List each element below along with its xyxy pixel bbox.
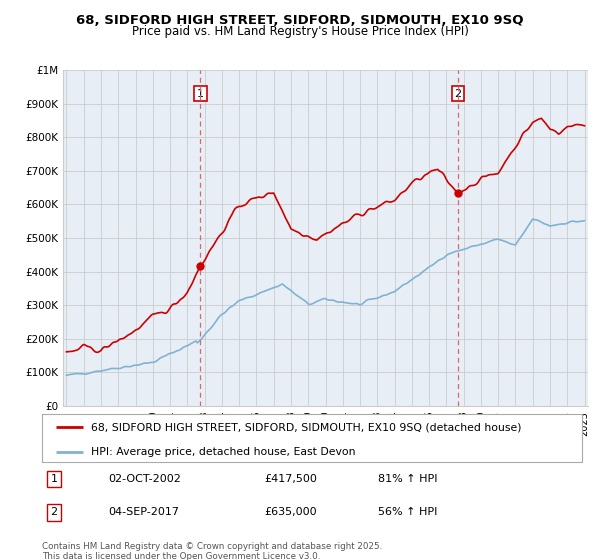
Text: £417,500: £417,500 [264, 474, 317, 484]
Text: Contains HM Land Registry data © Crown copyright and database right 2025.
This d: Contains HM Land Registry data © Crown c… [42, 542, 382, 560]
Text: £635,000: £635,000 [264, 507, 317, 517]
Text: 1: 1 [50, 474, 58, 484]
Text: 2: 2 [454, 88, 461, 99]
Text: 68, SIDFORD HIGH STREET, SIDFORD, SIDMOUTH, EX10 9SQ: 68, SIDFORD HIGH STREET, SIDFORD, SIDMOU… [76, 14, 524, 27]
Text: 2: 2 [50, 507, 58, 517]
Text: 81% ↑ HPI: 81% ↑ HPI [378, 474, 437, 484]
Text: 68, SIDFORD HIGH STREET, SIDFORD, SIDMOUTH, EX10 9SQ (detached house): 68, SIDFORD HIGH STREET, SIDFORD, SIDMOU… [91, 422, 521, 432]
Text: 56% ↑ HPI: 56% ↑ HPI [378, 507, 437, 517]
Text: 1: 1 [197, 88, 204, 99]
Text: Price paid vs. HM Land Registry's House Price Index (HPI): Price paid vs. HM Land Registry's House … [131, 25, 469, 38]
Text: 04-SEP-2017: 04-SEP-2017 [108, 507, 179, 517]
Text: 02-OCT-2002: 02-OCT-2002 [108, 474, 181, 484]
Text: HPI: Average price, detached house, East Devon: HPI: Average price, detached house, East… [91, 446, 355, 456]
